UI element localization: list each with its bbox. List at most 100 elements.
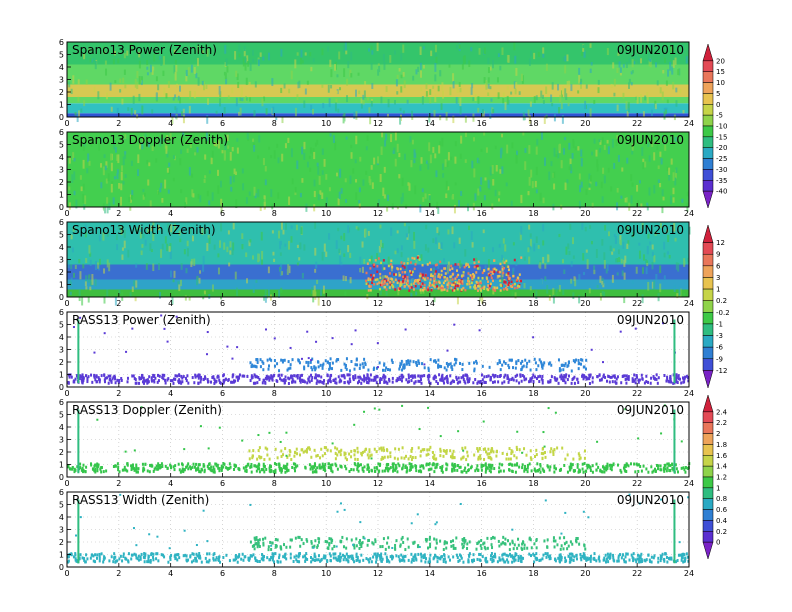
heatmap-cell — [507, 265, 510, 268]
heatmap-cell — [213, 244, 216, 250]
scatter-band — [67, 552, 690, 564]
heatmap-cell — [482, 247, 485, 252]
heatmap-cell — [473, 276, 476, 283]
panel-date: 09JUN2010 — [617, 223, 684, 237]
heatmap-cell — [503, 280, 506, 283]
data-point — [675, 379, 678, 383]
data-point — [354, 376, 357, 380]
data-point — [262, 368, 265, 372]
data-point — [400, 456, 403, 460]
heatmap-cell — [427, 288, 430, 292]
heatmap-cell — [114, 296, 117, 306]
heatmap-cell — [441, 286, 444, 290]
data-point — [263, 470, 266, 474]
data-point — [439, 378, 442, 382]
heatmap-cell — [368, 175, 371, 183]
heatmap-cell — [488, 273, 491, 277]
heatmap-cell — [537, 51, 540, 57]
data-point — [135, 463, 138, 467]
heatmap-cell — [443, 258, 446, 263]
data-point — [268, 466, 271, 470]
heatmap-cell — [406, 279, 409, 283]
heatmap-cell — [113, 50, 116, 56]
heatmap-cell — [477, 285, 480, 288]
heatmap-cell — [648, 57, 651, 67]
data-point — [465, 458, 468, 462]
heatmap-cell — [555, 154, 558, 158]
data-point — [386, 466, 389, 470]
data-point — [384, 466, 387, 470]
data-point — [111, 377, 114, 381]
heatmap-cell — [385, 287, 388, 296]
data-point — [502, 535, 505, 539]
heatmap-cell — [155, 92, 158, 101]
heatmap-cell — [637, 56, 640, 64]
heatmap-cell — [528, 256, 531, 264]
data-point — [238, 468, 241, 472]
data-point — [296, 452, 299, 456]
data-point — [463, 379, 466, 383]
data-point — [334, 552, 337, 556]
heatmap-cell — [186, 248, 189, 257]
heatmap-cell — [368, 284, 371, 288]
heatmap-cell — [334, 102, 337, 112]
heatmap-cell — [600, 181, 603, 189]
data-point — [511, 450, 514, 454]
data-point — [443, 377, 446, 381]
data-point — [383, 362, 386, 366]
heatmap-cell — [271, 230, 274, 234]
data-point — [620, 556, 623, 560]
heatmap-cell — [116, 172, 119, 180]
data-point — [241, 552, 244, 556]
heatmap-cell — [70, 264, 73, 270]
data-point — [683, 380, 686, 384]
heatmap-cell — [599, 140, 602, 145]
heatmap-cell — [562, 289, 565, 296]
heatmap-cell — [536, 138, 539, 146]
data-point — [375, 375, 378, 379]
data-point — [558, 468, 561, 472]
data-point — [195, 552, 198, 556]
heatmap-cell — [487, 259, 490, 268]
data-point — [217, 466, 220, 470]
data-point — [348, 469, 351, 473]
heatmap-cell — [663, 241, 666, 250]
heatmap-cell — [227, 230, 230, 235]
heatmap-cell — [627, 102, 630, 112]
data-point — [368, 448, 371, 452]
data-point — [632, 552, 635, 556]
heatmap-cell — [87, 153, 90, 163]
data-point — [633, 462, 636, 466]
data-point — [279, 560, 282, 564]
data-point — [684, 559, 687, 563]
data-point — [316, 466, 319, 470]
heatmap-cell — [518, 273, 521, 276]
data-point — [634, 470, 637, 474]
heatmap-cell — [105, 92, 108, 100]
data-point — [464, 381, 467, 385]
data-point — [270, 374, 273, 378]
heatmap-cell — [428, 195, 431, 201]
heatmap-cell — [264, 289, 267, 296]
x-tick-label: 8 — [272, 479, 277, 488]
heatmap-cell — [647, 142, 650, 147]
heatmap-cell — [391, 265, 394, 269]
y-tick-label: 2 — [59, 448, 64, 457]
data-point — [461, 446, 464, 450]
data-point — [212, 553, 215, 557]
data-point — [451, 367, 454, 371]
heatmap-cell — [440, 273, 443, 277]
data-point — [356, 446, 359, 450]
heatmap-cell — [542, 197, 545, 204]
heatmap-cell — [128, 196, 131, 203]
heatmap-cell — [413, 267, 416, 271]
heatmap-cell — [381, 263, 384, 271]
heatmap-cell — [616, 257, 619, 263]
heatmap-cell — [312, 290, 315, 297]
data-point — [501, 557, 504, 561]
heatmap-cell — [505, 273, 508, 277]
heatmap-cell — [217, 185, 220, 194]
heatmap-cell — [218, 240, 221, 248]
heatmap-cell — [428, 142, 431, 152]
data-point — [422, 466, 425, 470]
